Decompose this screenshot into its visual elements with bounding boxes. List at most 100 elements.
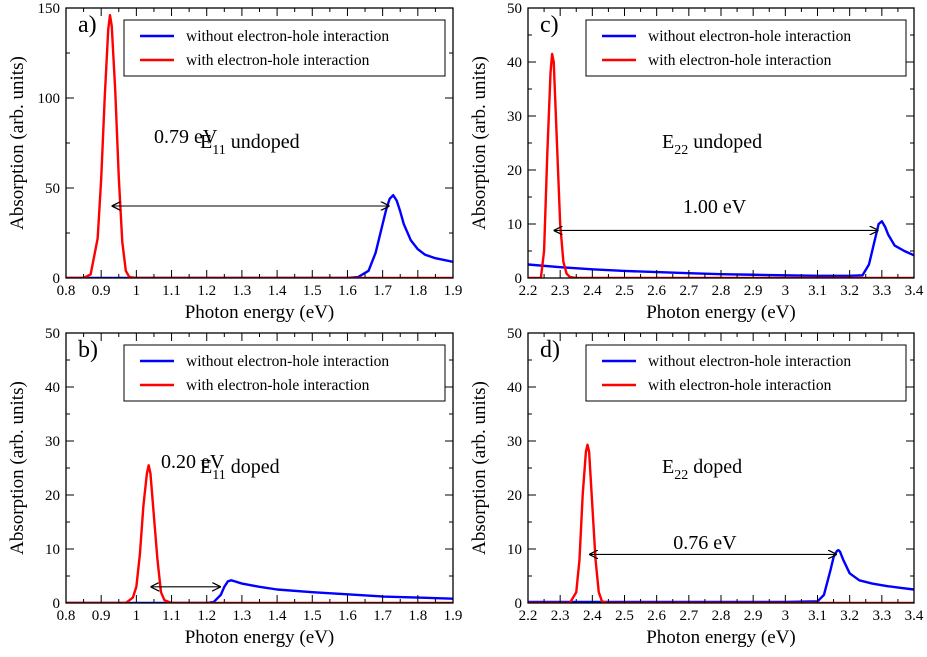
x-tick-label: 3.2 — [840, 608, 859, 624]
panel-label: b) — [78, 337, 98, 363]
y-tick-label: 10 — [45, 542, 60, 558]
legend-label: without electron-hole interaction — [648, 28, 851, 45]
x-tick-label: 3 — [782, 608, 790, 624]
legend: without electron-hole interaction with el… — [585, 344, 907, 402]
y-tick-label: 0 — [53, 596, 61, 612]
series-line-with-eh — [66, 13, 453, 278]
y-tick-label: 30 — [507, 109, 522, 125]
x-tick-label: 2.9 — [744, 283, 763, 299]
x-tick-label: 1.2 — [197, 283, 216, 299]
legend: without electron-hole interaction with el… — [585, 19, 907, 77]
x-tick-label: 1.7 — [373, 608, 392, 624]
x-tick-label: 2.5 — [615, 283, 634, 299]
x-tick-label: 1.5 — [303, 608, 322, 624]
legend-box — [123, 344, 446, 402]
y-tick-label: 40 — [507, 55, 522, 71]
x-tick-label: 1.9 — [444, 608, 463, 624]
x-tick-label: 2.3 — [551, 608, 570, 624]
panel-b: 0.8 0.9 1 1.1 1.2 1.3 1.4 1.5 1.6 1.7 1.8 1.9 0 10 20 3… — [7, 326, 462, 648]
legend-label: with electron-hole interaction — [648, 52, 832, 69]
x-axis-title: Photon energy (eV) — [646, 627, 796, 648]
band-letter: E — [200, 456, 212, 478]
band-suffix: undoped — [226, 131, 300, 153]
y-tick-label: 50 — [45, 181, 60, 197]
legend-label: without electron-hole interaction — [186, 353, 389, 370]
band-subscript: 11 — [212, 143, 225, 158]
x-tick-label: 2.7 — [679, 283, 698, 299]
y-tick-label: 100 — [38, 91, 61, 107]
legend: without electron-hole interaction with el… — [123, 19, 446, 77]
legend-label: with electron-hole interaction — [648, 377, 832, 394]
y-axis-title: Absorption (arb. units) — [7, 381, 28, 555]
gap-label: 0.79 eV — [154, 126, 218, 148]
band-subscript: 11 — [212, 468, 225, 483]
y-tick-label: 20 — [507, 488, 522, 504]
x-axis-title: Photon energy (eV) — [646, 302, 796, 323]
y-tick-label: 10 — [507, 542, 522, 558]
x-tick-label: 1.7 — [373, 283, 392, 299]
x-tick-label: 1.4 — [268, 608, 287, 624]
x-tick-label: 2.4 — [583, 283, 602, 299]
legend: without electron-hole interaction with el… — [123, 344, 446, 402]
y-tick-label: 50 — [507, 1, 522, 17]
band-label: E11 doped — [200, 456, 280, 483]
gap-label: 0.20 eV — [161, 451, 225, 473]
panel-d: 2.2 2.3 2.4 2.5 2.6 2.7 2.8 2.9 3 3.1 3.2 3.3 3.4 0 10… — [469, 326, 924, 648]
y-tick-label: 0 — [515, 271, 523, 287]
x-tick-label: 1.3 — [233, 608, 252, 624]
x-tick-label: 2.3 — [551, 283, 570, 299]
y-tick-label: 50 — [507, 326, 522, 342]
legend-box — [585, 19, 907, 77]
x-tick-label: 2.6 — [647, 608, 666, 624]
x-tick-label: 3.1 — [808, 283, 827, 299]
x-tick-label: 2.2 — [519, 283, 538, 299]
band-letter: E — [662, 456, 674, 478]
x-tick-label: 1.1 — [162, 608, 181, 624]
y-axis-title: Absorption (arb. units) — [7, 56, 28, 230]
x-tick-label: 2.7 — [679, 608, 698, 624]
band-suffix: undoped — [688, 131, 762, 153]
x-tick-label: 0.9 — [92, 608, 111, 624]
x-tick-label: 1.9 — [444, 283, 463, 299]
y-tick-label: 40 — [507, 380, 522, 396]
band-suffix: doped — [226, 456, 280, 478]
panel-c: 2.2 2.3 2.4 2.5 2.6 2.7 2.8 2.9 3 3.1 3.2 3.3 3.4 0 10… — [469, 1, 924, 323]
y-tick-label: 10 — [507, 217, 522, 233]
band-letter: E — [200, 131, 212, 153]
x-tick-label: 1.4 — [268, 283, 287, 299]
legend-label: without electron-hole interaction — [186, 28, 389, 45]
series-line-without-eh — [528, 220, 914, 278]
legend-box — [123, 19, 446, 77]
y-tick-label: 50 — [45, 326, 60, 342]
x-tick-label: 1.6 — [338, 283, 357, 299]
panel-label: a) — [78, 12, 97, 38]
x-tick-label: 3.3 — [872, 283, 891, 299]
x-tick-label: 2.2 — [519, 608, 538, 624]
panel-label: d) — [540, 337, 560, 363]
x-tick-label: 3.4 — [905, 608, 924, 624]
x-tick-label: 3.1 — [808, 608, 827, 624]
legend-label: with electron-hole interaction — [186, 52, 370, 69]
legend-label: without electron-hole interaction — [648, 353, 851, 370]
x-tick-label: 3.4 — [905, 283, 924, 299]
x-tick-label: 1 — [133, 608, 141, 624]
band-letter: E — [662, 131, 674, 153]
x-tick-label: 1.3 — [233, 283, 252, 299]
series-line-with-eh — [66, 464, 453, 603]
x-tick-label: 2.6 — [647, 283, 666, 299]
x-tick-label: 2.5 — [615, 608, 634, 624]
x-tick-label: 0.9 — [92, 283, 111, 299]
x-tick-label: 1.2 — [197, 608, 216, 624]
x-tick-label: 1.6 — [338, 608, 357, 624]
band-suffix: doped — [688, 456, 742, 478]
x-tick-label: 1.8 — [408, 608, 427, 624]
x-tick-label: 1.5 — [303, 283, 322, 299]
x-tick-label: 2.4 — [583, 608, 602, 624]
legend-box — [585, 344, 907, 402]
x-tick-label: 0.8 — [57, 283, 76, 299]
gap-label: 0.76 eV — [673, 532, 737, 554]
x-axis-title: Photon energy (eV) — [185, 302, 335, 323]
y-axis-title: Absorption (arb. units) — [469, 381, 490, 555]
series-line-without-eh — [528, 548, 914, 603]
